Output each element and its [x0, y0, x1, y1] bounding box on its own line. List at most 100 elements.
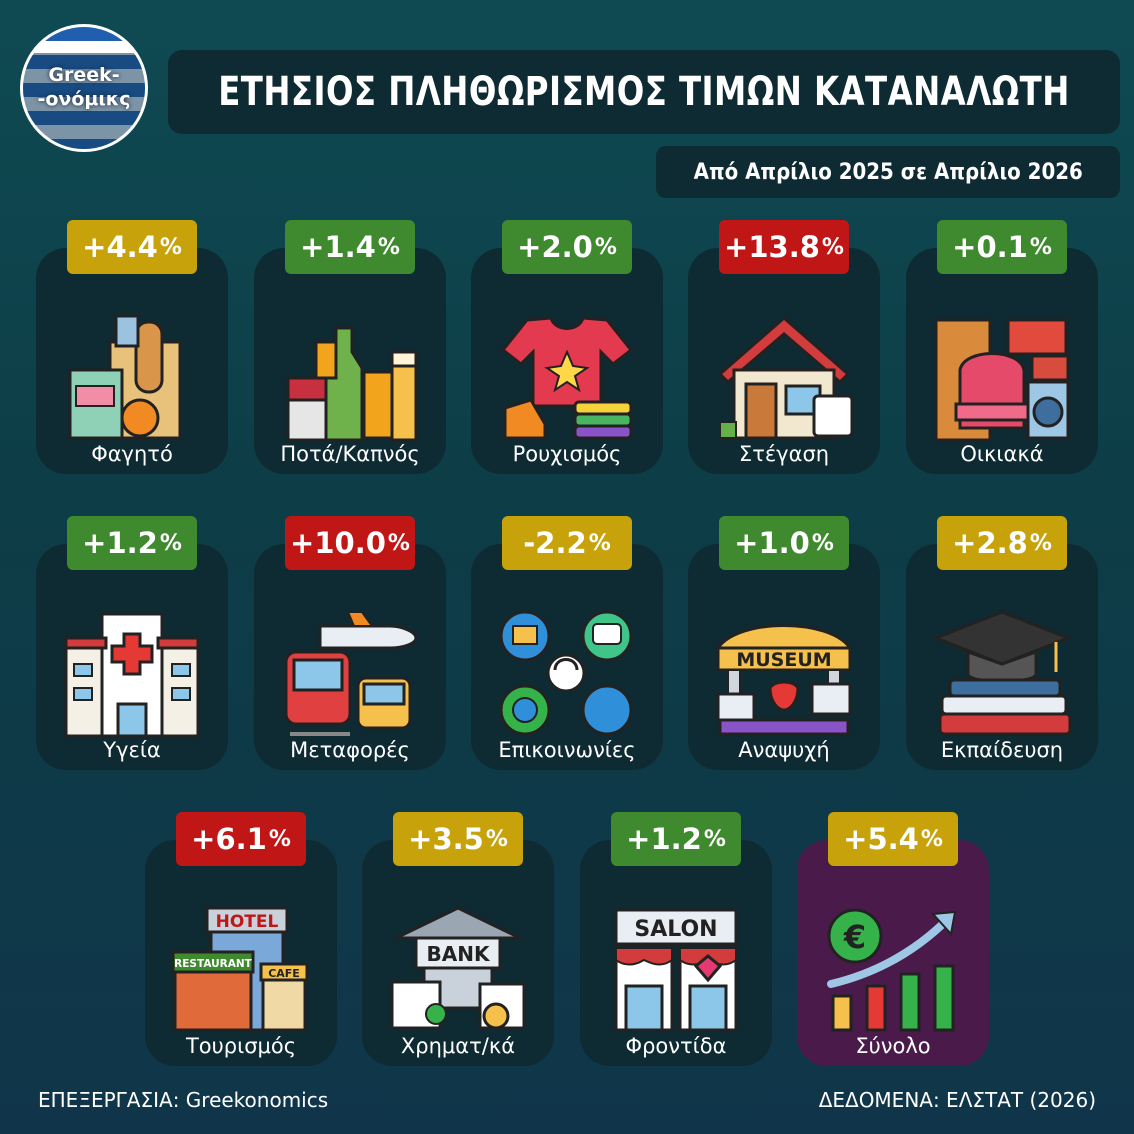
inflation-badge: +2.8%	[937, 516, 1067, 570]
category-label: Επικοινωνίες	[498, 738, 636, 762]
inflation-badge: +4.4%	[67, 220, 197, 274]
communications-icon	[497, 608, 637, 738]
inflation-unit: %	[594, 234, 617, 260]
inflation-unit: %	[588, 530, 611, 556]
inflation-badge: +1.2%	[611, 812, 741, 866]
category-label: Τουρισμός	[185, 1034, 297, 1058]
museum-icon: MUSEUM	[714, 608, 854, 738]
svg-text:SALON: SALON	[634, 917, 717, 942]
inflation-value: +2.8	[952, 526, 1028, 560]
inflation-badge: +1.0%	[719, 516, 849, 570]
inflation-value: -2.2	[523, 526, 587, 560]
svg-text:HOTEL: HOTEL	[216, 912, 279, 932]
greekonomics-logo: Greek- -ονόμικς	[20, 24, 148, 152]
inflation-badge: +10.0%	[285, 516, 415, 570]
category-card: +2.8% Εκπαίδευση	[906, 516, 1098, 770]
inflation-badge: +5.4%	[828, 812, 958, 866]
inflation-value: +4.4	[82, 230, 158, 264]
inflation-value: +1.2	[626, 822, 702, 856]
svg-text:MUSEUM: MUSEUM	[736, 649, 831, 671]
bank-icon: BANK	[388, 904, 528, 1034]
inflation-unit: %	[159, 234, 182, 260]
category-label: Ποτά/Καπνός	[280, 442, 420, 466]
inflation-badge: +3.5%	[393, 812, 523, 866]
category-label: Στέγαση	[738, 442, 830, 466]
category-label: Φροντίδα	[625, 1034, 727, 1058]
category-card: +3.5% BANK Χρηματ/κά	[362, 812, 554, 1066]
inflation-badge: +2.0%	[502, 220, 632, 274]
inflation-badge: +0.1%	[937, 220, 1067, 274]
page-title: ΕΤΗΣΙΟΣ ΠΛΗΘΩΡΙΣΜΟΣ ΤΙΜΩΝ ΚΑΤΑΝΑΛΩΤΗ	[218, 69, 1070, 115]
growth-chart-icon: €	[823, 904, 963, 1034]
inflation-value: +1.0	[734, 526, 810, 560]
inflation-value: +5.4	[843, 822, 919, 856]
category-label: Μεταφορές	[290, 738, 410, 762]
inflation-unit: %	[387, 530, 410, 556]
svg-text:CAFE: CAFE	[268, 967, 300, 980]
inflation-unit: %	[377, 234, 400, 260]
groceries-icon	[62, 312, 202, 442]
svg-text:BANK: BANK	[427, 942, 491, 966]
inflation-badge: +1.2%	[67, 516, 197, 570]
footer-credit: ΕΠΕΞΕΡΓΑΣΙΑ: Greekonomics	[38, 1088, 329, 1112]
category-card: +6.1% HOTEL RESTAURANT CAFE Τουρισμός	[145, 812, 337, 1066]
inflation-value: +10.0	[290, 526, 386, 560]
page-subtitle: Από Απρίλιο 2025 σε Απρίλιο 2026	[693, 159, 1083, 185]
category-card: +2.0% Ρουχισμός	[471, 220, 663, 474]
inflation-value: +2.0	[517, 230, 593, 264]
footer-source: ΔΕΔΟΜΕΝΑ: ΕΛΣΤΑΤ (2026)	[818, 1088, 1096, 1112]
category-label: Σύνολο	[855, 1034, 931, 1058]
inflation-badge: -2.2%	[502, 516, 632, 570]
subtitle-banner: Από Απρίλιο 2025 σε Απρίλιο 2026	[656, 146, 1120, 198]
logo-line2: -ονόμικς	[37, 88, 131, 110]
category-label: Εκπαίδευση	[940, 738, 1064, 762]
transport-icon	[280, 608, 420, 738]
category-card: +13.8% Στέγαση	[688, 220, 880, 474]
inflation-unit: %	[159, 530, 182, 556]
category-card: +1.0% MUSEUM Αναψυχή	[688, 516, 880, 770]
category-label: Υγεία	[103, 738, 161, 762]
category-card: +1.2% SALON Φροντίδα	[580, 812, 772, 1066]
category-card: +5.4% € Σύνολο	[797, 812, 989, 1066]
category-label: Ρουχισμός	[512, 442, 622, 466]
clothing-icon	[497, 312, 637, 442]
inflation-unit: %	[821, 234, 844, 260]
category-card: +10.0% Μεταφορές	[254, 516, 446, 770]
category-card: +0.1% Οικιακά	[906, 220, 1098, 474]
education-icon	[931, 608, 1073, 738]
category-card: +1.2% Υγεία	[36, 516, 228, 770]
house-icon	[714, 312, 854, 442]
inflation-unit: %	[268, 826, 291, 852]
inflation-value: +13.8	[724, 230, 820, 264]
category-label: Φαγητό	[91, 442, 173, 466]
title-banner: ΕΤΗΣΙΟΣ ΠΛΗΘΩΡΙΣΜΟΣ ΤΙΜΩΝ ΚΑΤΑΝΑΛΩΤΗ	[168, 50, 1120, 134]
inflation-badge: +1.4%	[285, 220, 415, 274]
hotel-icon: HOTEL RESTAURANT CAFE	[171, 904, 311, 1034]
inflation-value: +6.1	[191, 822, 267, 856]
drinks-tobacco-icon	[280, 312, 420, 442]
inflation-unit: %	[703, 826, 726, 852]
inflation-unit: %	[920, 826, 943, 852]
inflation-value: +1.4	[300, 230, 376, 264]
logo-overlay	[23, 53, 145, 149]
salon-icon: SALON	[606, 904, 746, 1034]
inflation-value: +3.5	[408, 822, 484, 856]
svg-text:RESTAURANT: RESTAURANT	[174, 958, 252, 970]
inflation-unit: %	[1029, 234, 1052, 260]
svg-text:€: €	[843, 918, 866, 956]
furniture-icon	[932, 312, 1072, 442]
inflation-unit: %	[811, 530, 834, 556]
hospital-icon	[62, 608, 202, 738]
category-label: Αναψυχή	[738, 738, 830, 762]
category-card: +1.4% Ποτά/Καπνός	[254, 220, 446, 474]
logo-line1: Greek-	[48, 64, 120, 86]
inflation-badge: +13.8%	[719, 220, 849, 274]
inflation-unit: %	[1029, 530, 1052, 556]
category-card: -2.2% Επικοινωνίες	[471, 516, 663, 770]
inflation-badge: +6.1%	[176, 812, 306, 866]
inflation-value: +0.1	[952, 230, 1028, 264]
category-label: Οικιακά	[960, 442, 1044, 466]
logo-text: Greek- -ονόμικς	[23, 63, 145, 111]
category-card: +4.4% Φαγητό	[36, 220, 228, 474]
category-label: Χρηματ/κά	[400, 1034, 516, 1058]
